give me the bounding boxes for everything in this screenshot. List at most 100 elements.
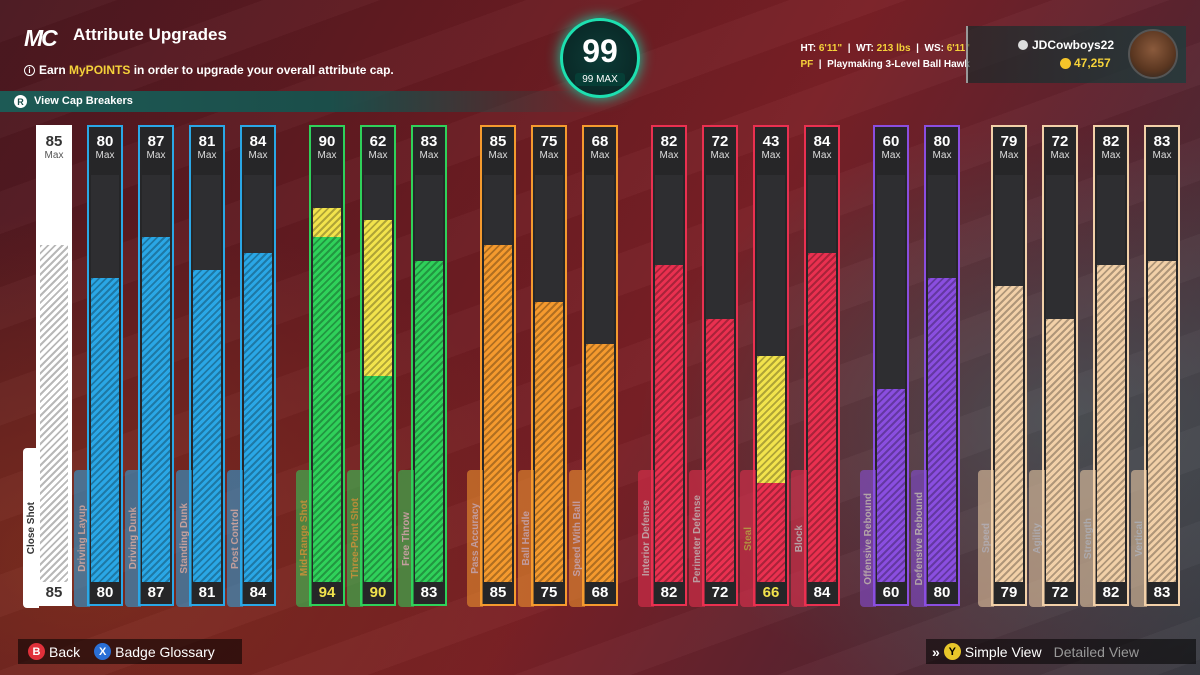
attribute-bar-fill [995,285,1023,586]
max-label: Max [539,150,559,161]
attribute-column[interactable]: 68 Max 68 [582,125,618,606]
attribute-name-tag: Pass Accuracy [467,470,483,607]
attribute-column[interactable]: 85 Max 85 [480,125,516,606]
attribute-current-value: 82 [653,582,685,604]
attribute-bar-track [193,175,221,586]
attribute-column[interactable]: 60 Max 60 [873,125,909,606]
attribute-bar-track [91,175,119,586]
view-cap-breakers-button[interactable]: R View Cap Breakers [0,91,600,112]
wingspan-value: 6'11" [946,43,970,54]
attribute-column[interactable]: 82 Max 82 [1093,125,1129,606]
detailed-view-button[interactable]: Detailed View [1053,643,1139,660]
b-button-icon: B [28,643,45,660]
attribute-name-tag: Driving Layup [74,470,90,607]
footer-right: » Y Simple View Detailed View [926,639,1196,664]
attribute-max-value: 72 [1051,133,1069,150]
attribute-bar-track [1148,175,1176,586]
height-value: 6'11" [818,43,843,54]
attribute-bar-track [364,175,392,586]
simple-view-button[interactable]: Simple View [964,643,1042,660]
attribute-name: Mid-Range Shot [298,500,310,577]
max-label: Max [248,150,268,161]
badge-glossary-button[interactable]: Badge Glossary [115,643,215,660]
attribute-column[interactable]: 80 Max 80 [924,125,960,606]
xbox-icon [1018,40,1028,50]
attribute-name-tag: Block [791,470,807,607]
attribute-name: Close Shot [25,501,37,555]
attribute-column[interactable]: 43 Max 66 [753,125,789,606]
max-label: Max [812,150,832,161]
user-panel: JDCowboys22 47,257 [966,26,1186,83]
attribute-column[interactable]: 62 Max 90 [360,125,396,606]
attribute-name: Offensive Rebound [862,492,874,585]
attribute-column[interactable]: 85 Max 85 [36,125,72,606]
ht-label: HT: [800,43,817,54]
attribute-column[interactable]: 84 Max 84 [804,125,840,606]
separator: | [916,43,919,54]
attribute-column[interactable]: 81 Max 81 [189,125,225,606]
attribute-column[interactable]: 72 Max 72 [702,125,738,606]
attribute-column[interactable]: 80 Max 80 [87,125,123,606]
attribute-column[interactable]: 82 Max 82 [651,125,687,606]
attribute-bar-track [1046,175,1074,586]
attribute-max-value: 87 [147,133,165,150]
overall-value: 99 [582,33,618,69]
max-label: Max [488,150,508,161]
attribute-column[interactable]: 72 Max 72 [1042,125,1078,606]
attribute-name: Driving Dunk [127,507,139,570]
attribute-name-tag: Vertical [1131,470,1147,607]
attribute-max-value: 75 [540,133,558,150]
attribute-column[interactable]: 83 Max 83 [1144,125,1180,606]
attribute-column[interactable]: 79 Max 79 [991,125,1027,606]
attribute-name: Steal [742,526,754,551]
attribute-bar-fill [655,265,683,586]
attribute-current-value: 79 [993,582,1025,604]
attribute-column[interactable]: 75 Max 75 [531,125,567,606]
attribute-column[interactable]: 83 Max 83 [411,125,447,606]
overall-max: 99 MAX [575,73,625,86]
attribute-name: Post Control [229,508,241,569]
attribute-name: Pass Accuracy [469,503,481,574]
attribute-column[interactable]: 87 Max 87 [138,125,174,606]
attribute-column[interactable]: 84 Max 84 [240,125,276,606]
position-value: PF [800,59,814,70]
attribute-bar-track [484,175,512,586]
mypoints-highlight: MyPOINTS [69,63,131,77]
attribute-name-tag: Driving Dunk [125,470,141,607]
attribute-max-value: 80 [96,133,114,150]
attribute-bar-fill [313,236,341,586]
attribute-bar-track [995,175,1023,586]
ws-label: WS: [924,43,944,54]
attribute-name: Speed With Ball [571,500,583,577]
attribute-bar-fill [40,244,68,586]
attribute-column[interactable]: 90 Max 94 [309,125,345,606]
attribute-bar-fill [244,253,272,586]
attribute-max-value: 84 [813,133,831,150]
attribute-current-value: 60 [875,582,907,604]
wt-label: WT: [856,43,874,54]
attribute-current-value: 82 [1095,582,1127,604]
attribute-name-tag: Interior Defense [638,470,654,607]
attribute-bar-track [808,175,836,586]
page-title: Attribute Upgrades [73,25,227,44]
attribute-current-value: 75 [533,582,565,604]
attribute-bar-track [142,175,170,586]
earn-prefix: Earn [39,63,70,77]
attribute-bar-fill [364,376,392,586]
overall-rating-badge: 99 99 MAX [560,18,640,98]
footer-left: B Back X Badge Glossary [18,639,242,664]
cap-breakers-label: View Cap Breakers [34,95,133,107]
attribute-max-value: 43 [762,133,780,150]
info-icon: i [24,64,35,76]
player-avatar [1128,29,1178,79]
attribute-current-value: 80 [926,582,958,604]
attribute-bar-fill [877,388,905,586]
attribute-max-value: 68 [591,133,609,150]
max-label: Max [44,150,64,161]
attribute-current-value: 85 [482,582,514,604]
back-button[interactable]: Back [49,643,81,660]
separator: | [847,43,851,54]
rs-button-icon: R [14,95,27,108]
max-label: Max [95,150,115,161]
attribute-max-value: 83 [1153,133,1171,150]
